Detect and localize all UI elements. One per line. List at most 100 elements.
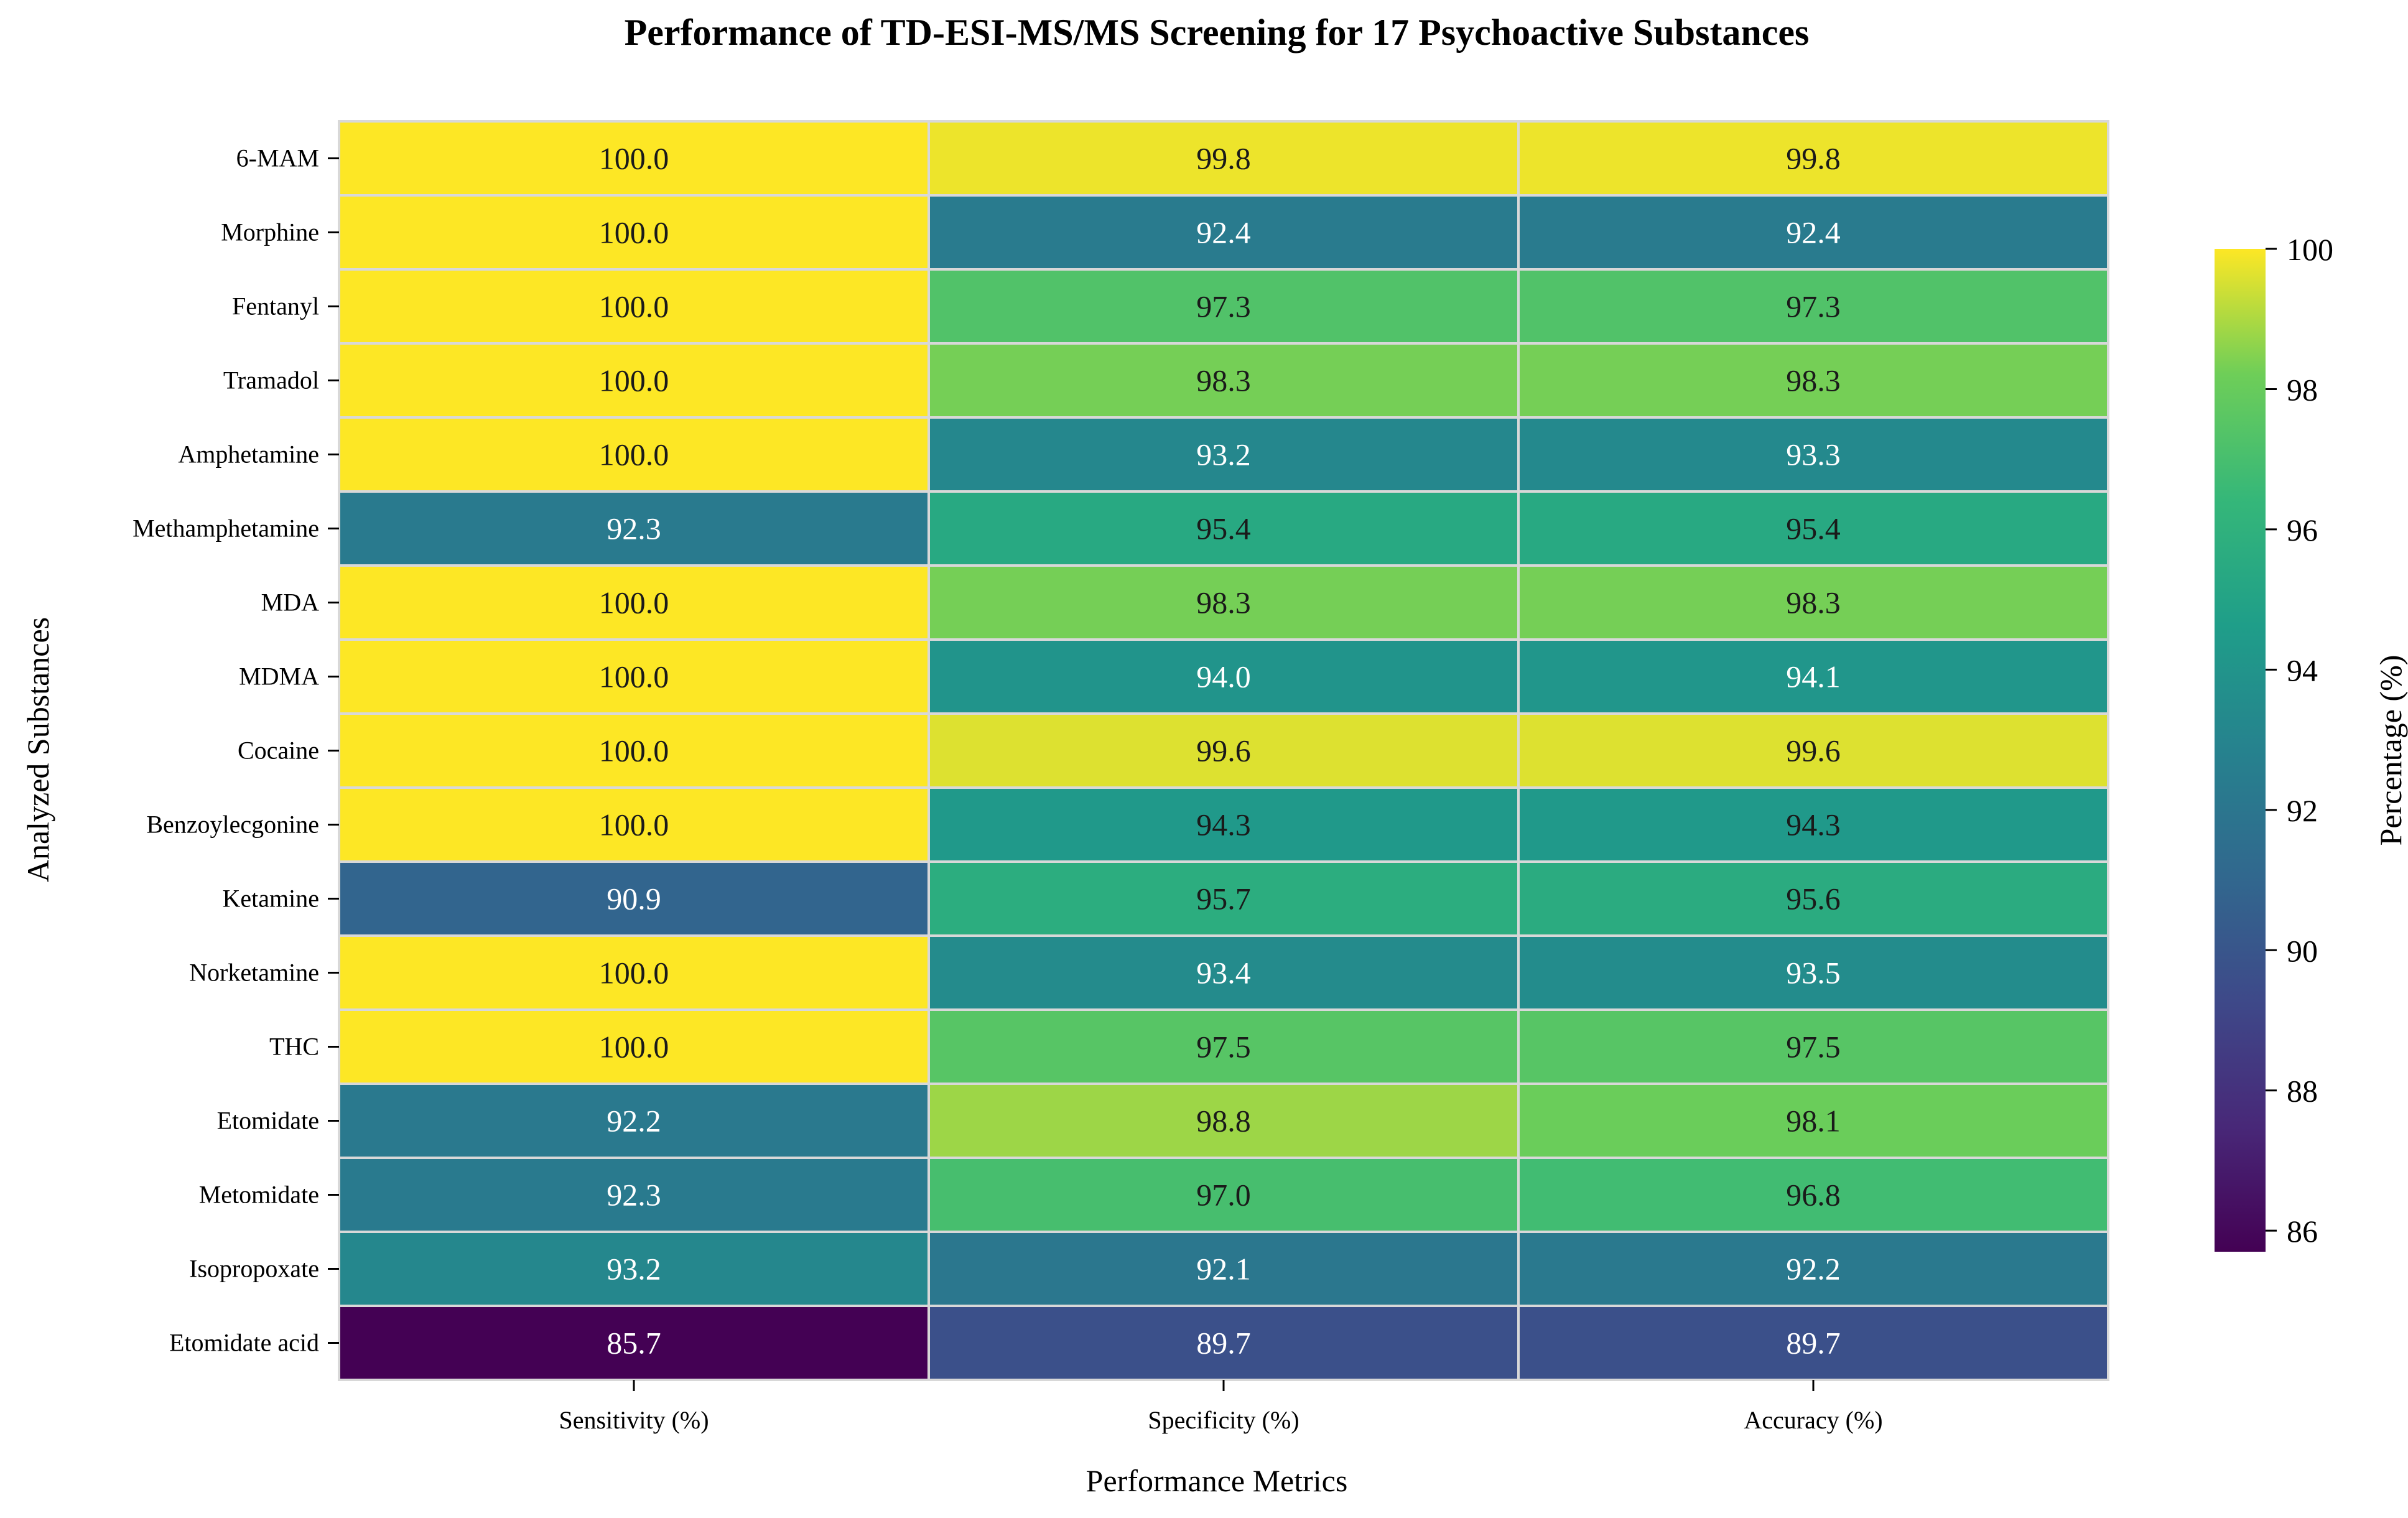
x-tick-label: Accuracy (%)	[1744, 1406, 1882, 1434]
cell-value-label: 97.0	[1196, 1178, 1251, 1213]
x-axis-ticks: Sensitivity (%) Specificity (%) Accuracy (…	[559, 1380, 1883, 1434]
colorbar-tick-label: 94	[2287, 653, 2318, 687]
y-tick-label: Metomidate	[199, 1181, 319, 1209]
x-axis-label: Performance Metrics	[1086, 1463, 1348, 1498]
cell-value-label: 92.4	[1196, 215, 1251, 250]
cell-value-label: 100.0	[599, 215, 669, 250]
cell-value-label: 92.3	[607, 511, 661, 546]
cell-value-label: 100.0	[599, 289, 669, 324]
cell-value-label: 100.0	[599, 808, 669, 842]
cell-value-label: 98.3	[1786, 363, 1841, 398]
y-tick-label: MDMA	[239, 663, 319, 691]
cell-value-label: 92.1	[1196, 1252, 1251, 1287]
y-tick-label: Methamphetamine	[132, 515, 319, 542]
cell-value-label: 95.4	[1786, 511, 1841, 546]
cell-value-label: 93.3	[1786, 437, 1841, 472]
cell-value-label: 99.8	[1196, 141, 1251, 176]
heatmap-cell	[927, 490, 1520, 567]
y-tick-label: 6-MAM	[236, 144, 319, 172]
heatmap-cell	[338, 120, 930, 197]
cell-value-label: 100.0	[599, 437, 669, 472]
cell-value-label: 93.2	[1196, 437, 1251, 472]
heatmap-cell	[338, 1157, 930, 1233]
cell-value-label: 94.1	[1786, 659, 1841, 694]
heatmap-cell	[1517, 194, 2109, 271]
heatmap-cell	[927, 564, 1520, 641]
heatmap-cell	[338, 786, 930, 863]
cell-value-label: 96.8	[1786, 1178, 1841, 1213]
heatmap-cell-labels: 100.0 99.8 99.8 100.0 92.4 92.4 100.0 97.3 97.3 1…	[599, 141, 1841, 1361]
y-tick-label: Fentanyl	[232, 292, 319, 320]
heatmap-cell	[927, 786, 1520, 863]
cell-value-label: 98.3	[1786, 585, 1841, 620]
cell-value-label: 89.7	[1786, 1326, 1841, 1361]
y-tick-label: Norketamine	[189, 959, 319, 987]
cell-value-label: 100.0	[599, 141, 669, 176]
heatmap-cell	[1517, 120, 2109, 197]
heatmap-cell	[1517, 934, 2109, 1011]
cell-value-label: 97.5	[1786, 1030, 1841, 1064]
heatmap-cell	[338, 712, 930, 789]
heatmap-cell	[338, 1083, 930, 1159]
y-tick-label: Etomidate	[217, 1107, 319, 1135]
heatmap-cell	[338, 638, 930, 715]
colorbar	[2215, 249, 2266, 1252]
colorbar-label: Percentage (%)	[2373, 655, 2408, 846]
heatmap-cell	[927, 1305, 1520, 1381]
x-tick-label: Sensitivity (%)	[559, 1406, 709, 1434]
colorbar-tick-label: 98	[2287, 372, 2318, 407]
cell-value-label: 97.3	[1786, 289, 1841, 324]
cell-value-label: 92.2	[1786, 1252, 1841, 1287]
cell-value-label: 98.8	[1196, 1104, 1251, 1138]
cell-value-label: 99.6	[1786, 733, 1841, 768]
y-tick-label: Tramadol	[223, 366, 319, 394]
cell-value-label: 98.1	[1786, 1104, 1841, 1138]
cell-value-label: 85.7	[607, 1326, 661, 1361]
y-tick-label: Etomidate acid	[169, 1329, 319, 1357]
x-tick-label: Specificity (%)	[1148, 1406, 1299, 1434]
cell-value-label: 95.6	[1786, 882, 1841, 916]
cell-value-label: 100.0	[599, 1030, 669, 1064]
cell-value-label: 97.5	[1196, 1030, 1251, 1064]
colorbar-tick-label: 92	[2287, 793, 2318, 828]
cell-value-label: 94.3	[1786, 808, 1841, 842]
heatmap-cell	[1517, 490, 2109, 567]
cell-value-label: 93.4	[1196, 956, 1251, 990]
heatmap-cell	[1517, 1231, 2109, 1307]
cell-value-label: 99.8	[1786, 141, 1841, 176]
heatmap-cell	[1517, 1305, 2109, 1381]
colorbar-tick-label: 96	[2287, 513, 2318, 547]
colorbar-tick-label: 100	[2287, 232, 2333, 267]
heatmap-cell	[338, 860, 930, 937]
heatmap-cell	[1517, 342, 2109, 419]
y-tick-label: Isopropoxate	[189, 1255, 319, 1283]
cell-value-label: 100.0	[599, 733, 669, 768]
cell-value-label: 94.0	[1196, 659, 1251, 694]
heatmap-cell	[1517, 860, 2109, 937]
heatmap-cell	[927, 1231, 1520, 1307]
y-tick-label: THC	[269, 1033, 319, 1061]
heatmap-cell	[338, 564, 930, 641]
heatmap-cell	[338, 342, 930, 419]
cell-value-label: 100.0	[599, 659, 669, 694]
cell-value-label: 93.5	[1786, 956, 1841, 990]
cell-value-label: 100.0	[599, 956, 669, 990]
heatmap-cell	[338, 1008, 930, 1085]
y-tick-label: Ketamine	[223, 885, 320, 913]
cell-value-label: 97.3	[1196, 289, 1251, 324]
heatmap-cell	[1517, 1083, 2109, 1159]
cell-value-label: 100.0	[599, 363, 669, 398]
cell-value-label: 95.4	[1196, 511, 1251, 546]
heatmap-cell	[1517, 1008, 2109, 1085]
chart-title: Performance of TD-ESI-MS/MS Screening fo…	[625, 12, 1810, 53]
y-axis-ticks: 6-MAM Morphine Fentanyl Tramadol Amphetamine…	[132, 144, 339, 1357]
heatmap-cell	[1517, 712, 2109, 789]
cell-value-label: 100.0	[599, 585, 669, 620]
y-tick-label: Amphetamine	[178, 440, 319, 468]
cell-value-label: 92.3	[607, 1178, 661, 1213]
heatmap-cells	[338, 120, 2109, 1381]
y-tick-label: Morphine	[221, 218, 319, 246]
colorbar-tick-label: 86	[2287, 1214, 2318, 1249]
cell-value-label: 95.7	[1196, 882, 1251, 916]
